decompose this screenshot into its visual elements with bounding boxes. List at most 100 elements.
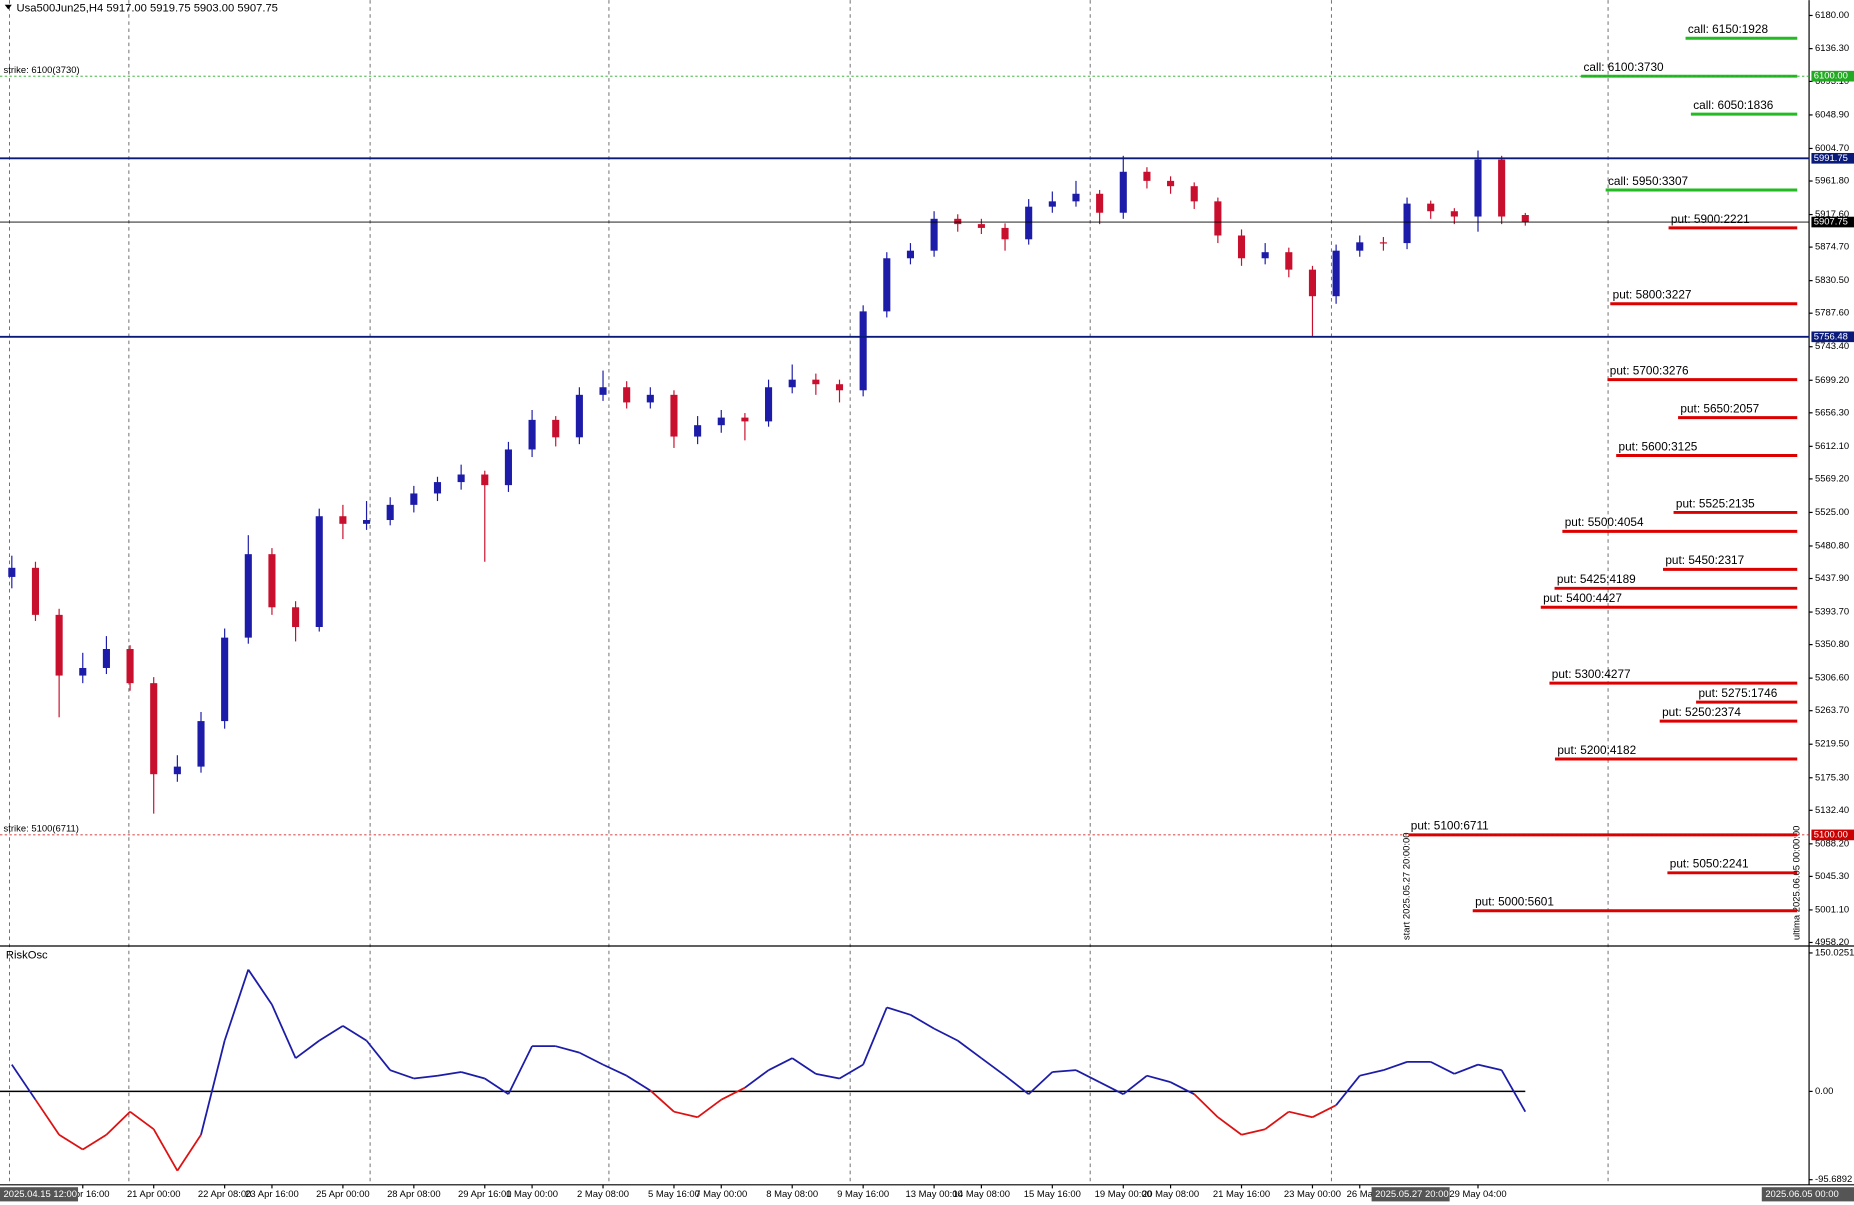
- y-tick-label: 5088.20: [1815, 838, 1849, 849]
- y-tick-label: 5699.20: [1815, 375, 1849, 386]
- y-tick-label: 5830.50: [1815, 275, 1849, 286]
- y-tick-label: 5787.60: [1815, 308, 1849, 319]
- osc-segment: [1004, 1074, 1030, 1095]
- osc-segment: [1264, 1110, 1290, 1130]
- osc-segment: [437, 1071, 462, 1077]
- option-label: put: 5900:2221: [1671, 212, 1750, 226]
- candle-body: [906, 250, 914, 259]
- menu-triangle: [4, 4, 12, 10]
- osc-segment: [58, 1134, 84, 1151]
- y-tick-label: 5132.40: [1815, 805, 1849, 816]
- option-label: put: 5200:4182: [1557, 743, 1636, 757]
- candle-body: [1379, 242, 1387, 244]
- candle-body: [1237, 235, 1246, 259]
- osc-segment: [815, 1072, 840, 1080]
- osc-segment: [602, 1063, 628, 1077]
- osc-segment: [365, 1040, 391, 1071]
- level-tag-label: 5756.48: [1814, 331, 1848, 342]
- candle-body: [386, 504, 394, 521]
- osc-segment: [578, 1051, 604, 1066]
- y-tick-label: 5917.60: [1815, 209, 1849, 220]
- candle-body: [150, 683, 158, 775]
- level-tag: [1811, 829, 1854, 841]
- candle-body: [599, 387, 607, 395]
- osc-segment: [413, 1074, 438, 1080]
- y-tick-label: 5001.10: [1815, 904, 1849, 915]
- candle-body: [504, 449, 512, 486]
- osc-segment: [176, 1134, 202, 1172]
- candle-body: [1119, 171, 1127, 213]
- candle-body: [1450, 211, 1458, 217]
- candle-body: [1261, 252, 1269, 259]
- candle-body: [1190, 186, 1198, 202]
- osc-segment: [1335, 1075, 1361, 1106]
- x-tick-label: 20 May 08:00: [1142, 1189, 1199, 1200]
- x-tick-label: 15 May 16:00: [1024, 1189, 1081, 1200]
- candle-body: [79, 667, 87, 676]
- osc-segment: [1312, 1104, 1337, 1119]
- candle-body: [1096, 193, 1104, 213]
- x-tick-label: 14 May 08:00: [953, 1189, 1010, 1200]
- level-tag: [1811, 152, 1854, 164]
- level-tag-label: 5100.00: [1814, 829, 1848, 840]
- osc-segment: [1383, 1061, 1408, 1071]
- x-tick-label: 19 May 00:00: [1095, 1189, 1152, 1200]
- candle-body: [268, 554, 276, 608]
- y-tick-label: 5961.80: [1815, 176, 1849, 187]
- time-marker-label: 2025.04.15 12:00: [4, 1189, 77, 1200]
- candle-body: [930, 218, 938, 251]
- osc-segment: [295, 1039, 320, 1059]
- option-label: put: 5300:4277: [1552, 667, 1631, 681]
- x-tick-label: 21 May 16:00: [1213, 1189, 1270, 1200]
- y-tick-label: 5263.70: [1815, 705, 1849, 716]
- osc-tick-label: 150.0251: [1815, 947, 1854, 958]
- osc-segment: [389, 1069, 415, 1080]
- level-tag-label: 5907.75: [1814, 217, 1848, 228]
- candle-body: [765, 387, 773, 422]
- y-tick-label: 5480.80: [1815, 540, 1849, 551]
- x-tick-label: 5 May 16:00: [648, 1189, 700, 1200]
- option-label: put: 5700:3276: [1610, 364, 1689, 378]
- strike-note: strike: 6100(3730): [4, 65, 80, 76]
- candle-body: [1048, 201, 1056, 207]
- option-label: put: 5000:5601: [1475, 895, 1554, 909]
- candle-body: [1356, 242, 1364, 251]
- candle-body: [1427, 203, 1435, 212]
- option-label: put: 5425:4189: [1557, 572, 1636, 586]
- option-label: put: 5500:4054: [1565, 515, 1644, 529]
- y-tick-label: 5306.60: [1815, 673, 1849, 684]
- osc-segment: [649, 1089, 675, 1113]
- time-marker-box: [1761, 1187, 1854, 1202]
- candle-body: [954, 218, 962, 225]
- candle-body: [1403, 203, 1411, 244]
- candle-body: [977, 224, 985, 228]
- level-tag-label: 6100.00: [1814, 71, 1848, 82]
- osc-segment: [1146, 1074, 1171, 1084]
- y-tick-label: 6136.30: [1815, 43, 1849, 54]
- x-tick-label: 29 Apr 16:00: [458, 1189, 512, 1200]
- time-marker-label: 2025.05.27 20:00: [1375, 1189, 1448, 1200]
- candle-body: [339, 516, 347, 524]
- osc-segment: [129, 1110, 155, 1130]
- osc-segment: [1241, 1128, 1266, 1136]
- y-tick-label: 4958.20: [1815, 937, 1849, 948]
- x-tick-label: 9 May 16:00: [837, 1189, 889, 1200]
- y-tick-label: 5350.80: [1815, 639, 1849, 650]
- candle-body: [481, 474, 489, 486]
- start-annotation: start 2025.05.27 20:00:00: [1402, 832, 1413, 940]
- osc-segment: [909, 1014, 935, 1030]
- x-tick-label: 8 May 08:00: [766, 1189, 818, 1200]
- x-tick-label: 28 Apr 08:00: [387, 1189, 441, 1200]
- option-label: put: 5100:6711: [1411, 819, 1489, 833]
- osc-tick-label: -95.6892: [1815, 1174, 1852, 1185]
- candle-body: [1498, 159, 1506, 217]
- level-tag-label: 5991.75: [1814, 153, 1848, 164]
- osc-segment: [933, 1027, 959, 1042]
- x-tick-label: 16 Apr 16:00: [56, 1189, 110, 1200]
- osc-segment: [744, 1069, 770, 1089]
- option-label: put: 5050:2241: [1670, 857, 1749, 871]
- osc-segment: [980, 1057, 1006, 1077]
- option-label: put: 5450:2317: [1665, 553, 1744, 567]
- candle-body: [1001, 227, 1009, 240]
- time-marker-box: [0, 1187, 79, 1202]
